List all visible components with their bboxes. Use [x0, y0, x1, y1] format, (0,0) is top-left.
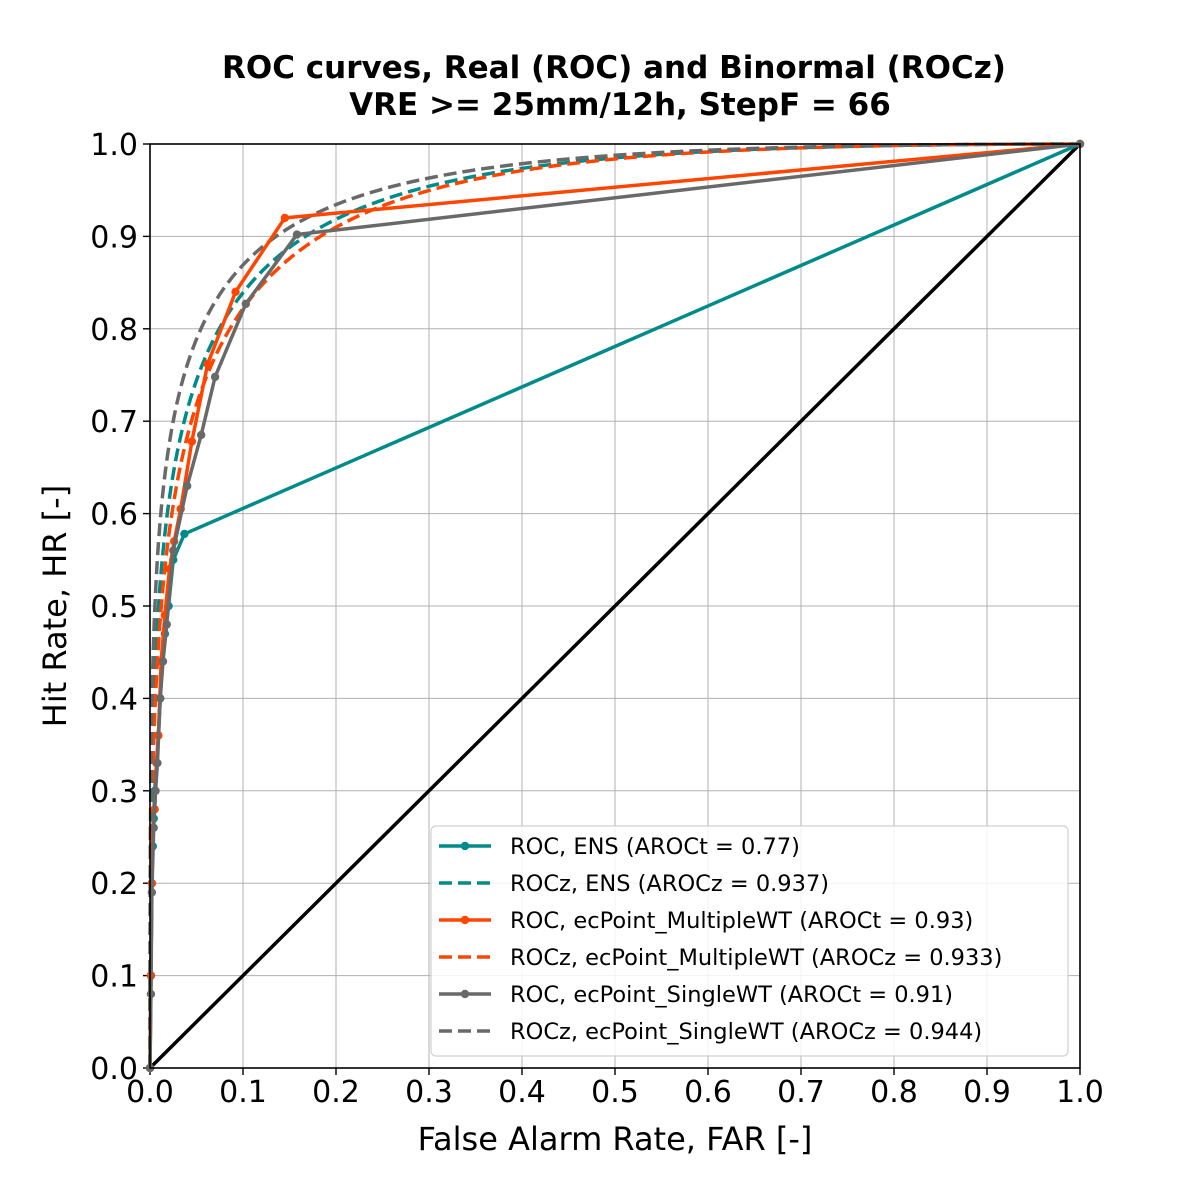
roc-singlewt-point — [196, 430, 206, 440]
legend: ROC, ENS (AROCt = 0.77) ROCz, ENS (AROCz … — [430, 825, 1069, 1057]
legend-label: ROCz, ENS (AROCz = 0.937) — [510, 871, 829, 897]
chart-subtitle: VRE >= 25mm/12h, StepF = 66 — [349, 87, 891, 123]
roc-singlewt-point — [156, 694, 165, 703]
legend-label: ROC, ENS (AROCt = 0.77) — [510, 834, 800, 860]
y-tick-label: 1.0 — [90, 128, 138, 163]
x-tick-label: 0.9 — [963, 1075, 1011, 1110]
x-axis-ticks: 0.0 0.1 0.2 0.3 0.4 0.5 0.6 0.7 0.8 0.9 1.0 — [126, 1068, 1104, 1110]
y-tick-label: 0.0 — [90, 1052, 138, 1087]
x-tick-label: 0.5 — [591, 1075, 639, 1110]
roc-multiplewt-point — [280, 213, 290, 223]
x-tick-label: 1.0 — [1056, 1075, 1104, 1110]
x-tick-label: 0.7 — [777, 1075, 825, 1110]
legend-label: ROCz, ecPoint_SingleWT (AROCz = 0.944) — [510, 1019, 982, 1045]
legend-box — [430, 825, 1069, 1057]
plot-frame — [149, 143, 1081, 1069]
y-tick-label: 0.5 — [90, 590, 138, 625]
roc-singlewt-line — [148, 142, 1081, 1069]
legend-entry-rocz-singlewt: ROCz, ecPoint_SingleWT (AROCz = 0.944) — [439, 1019, 982, 1045]
legend-marker — [460, 989, 470, 999]
y-tick-label: 0.9 — [90, 220, 138, 255]
x-tick-label: 0.0 — [126, 1075, 174, 1110]
legend-entry-rocz-ens: ROCz, ENS (AROCz = 0.937) — [439, 871, 829, 897]
y-tick-label: 0.4 — [90, 682, 138, 717]
roc-singlewt-point — [146, 989, 156, 999]
x-tick-label: 0.1 — [219, 1075, 267, 1110]
x-tick-label: 0.6 — [684, 1075, 732, 1110]
legend-label: ROCz, ecPoint_MultipleWT (AROCz = 0.933) — [510, 945, 1002, 971]
legend-marker — [460, 915, 470, 925]
y-tick-label: 0.8 — [90, 313, 138, 348]
x-axis-label: False Alarm Rate, FAR [-] — [418, 1120, 813, 1158]
no-skill-diagonal — [148, 142, 1082, 1070]
y-tick-label: 0.7 — [90, 405, 138, 440]
x-tick-label: 0.8 — [870, 1075, 918, 1110]
x-tick-label: 0.4 — [498, 1075, 546, 1110]
roc-singlewt-point — [183, 481, 192, 491]
legend-marker — [460, 841, 470, 851]
roc-singlewt-point — [241, 299, 250, 309]
roc-multiplewt-point — [203, 359, 212, 369]
roc-singlewt-point — [147, 888, 157, 897]
y-axis-label: Hit Rate, HR [-] — [36, 485, 74, 727]
legend-entry-roc-ens: ROC, ENS (AROCt = 0.77) — [439, 834, 800, 860]
roc-singlewt-point — [149, 823, 158, 832]
roc-singlewt-point — [169, 546, 178, 555]
roc-multiplewt-point — [187, 437, 197, 446]
roc-singlewt-point — [292, 230, 302, 239]
x-tick-label: 0.2 — [312, 1075, 360, 1110]
y-tick-label: 0.3 — [90, 775, 138, 810]
x-tick-label: 0.3 — [405, 1075, 453, 1110]
legend-label: ROC, ecPoint_SingleWT (AROCt = 0.91) — [510, 982, 953, 1008]
y-tick-label: 0.6 — [90, 498, 138, 533]
roc-ens-point — [180, 529, 189, 539]
chart-title: ROC curves, Real (ROC) and Binormal (ROC… — [222, 50, 1006, 86]
roc-singlewt-point — [151, 786, 160, 795]
y-tick-label: 0.2 — [90, 867, 138, 902]
legend-entry-roc-singlewt: ROC, ecPoint_SingleWT (AROCt = 0.91) — [439, 982, 953, 1008]
roc-singlewt-point — [158, 657, 168, 666]
roc-singlewt-point — [162, 620, 171, 629]
y-axis-ticks: 0.0 0.1 0.2 0.3 0.4 0.5 0.6 0.7 0.8 0.9 1.0 — [90, 128, 150, 1087]
y-tick-label: 0.1 — [90, 960, 138, 995]
roc-singlewt-point — [210, 372, 220, 382]
legend-entry-roc-multiplewt: ROC, ecPoint_MultipleWT (AROCt = 0.93) — [439, 908, 973, 934]
roc-singlewt-point — [153, 758, 162, 768]
legend-items: ROC, ENS (AROCt = 0.77) ROCz, ENS (AROCz … — [439, 834, 1002, 1045]
legend-label: ROC, ecPoint_MultipleWT (AROCt = 0.93) — [510, 908, 973, 934]
roc-multiplewt-point — [231, 287, 240, 297]
legend-entry-rocz-multiplewt: ROCz, ecPoint_MultipleWT (AROCz = 0.933) — [439, 945, 1002, 971]
